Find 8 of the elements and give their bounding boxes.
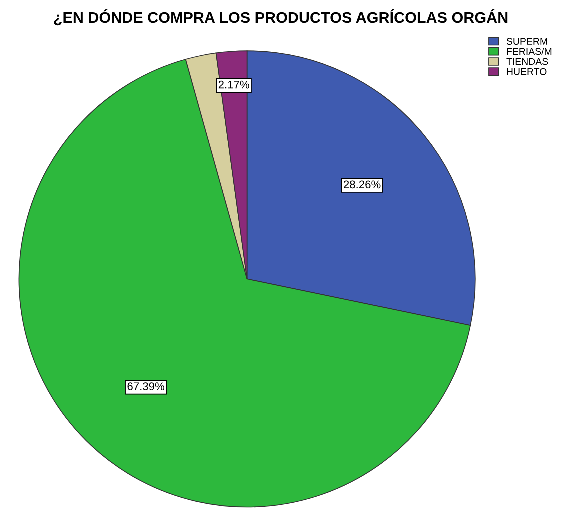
legend-label: HUERTO bbox=[507, 68, 547, 76]
legend-label: SUPERM bbox=[506, 38, 548, 46]
legend-label: TIENDAS bbox=[506, 58, 548, 66]
data-label: 2.17% bbox=[218, 80, 250, 89]
chart-title: ¿EN DÓNDE COMPRA LOS PRODUCTOS AGRÍCOLAS ORGÁN bbox=[54, 9, 508, 26]
data-label: 67.39% bbox=[128, 382, 165, 390]
legend-label: FERIAS/M bbox=[507, 48, 552, 56]
data-label: 28.26% bbox=[344, 180, 381, 189]
